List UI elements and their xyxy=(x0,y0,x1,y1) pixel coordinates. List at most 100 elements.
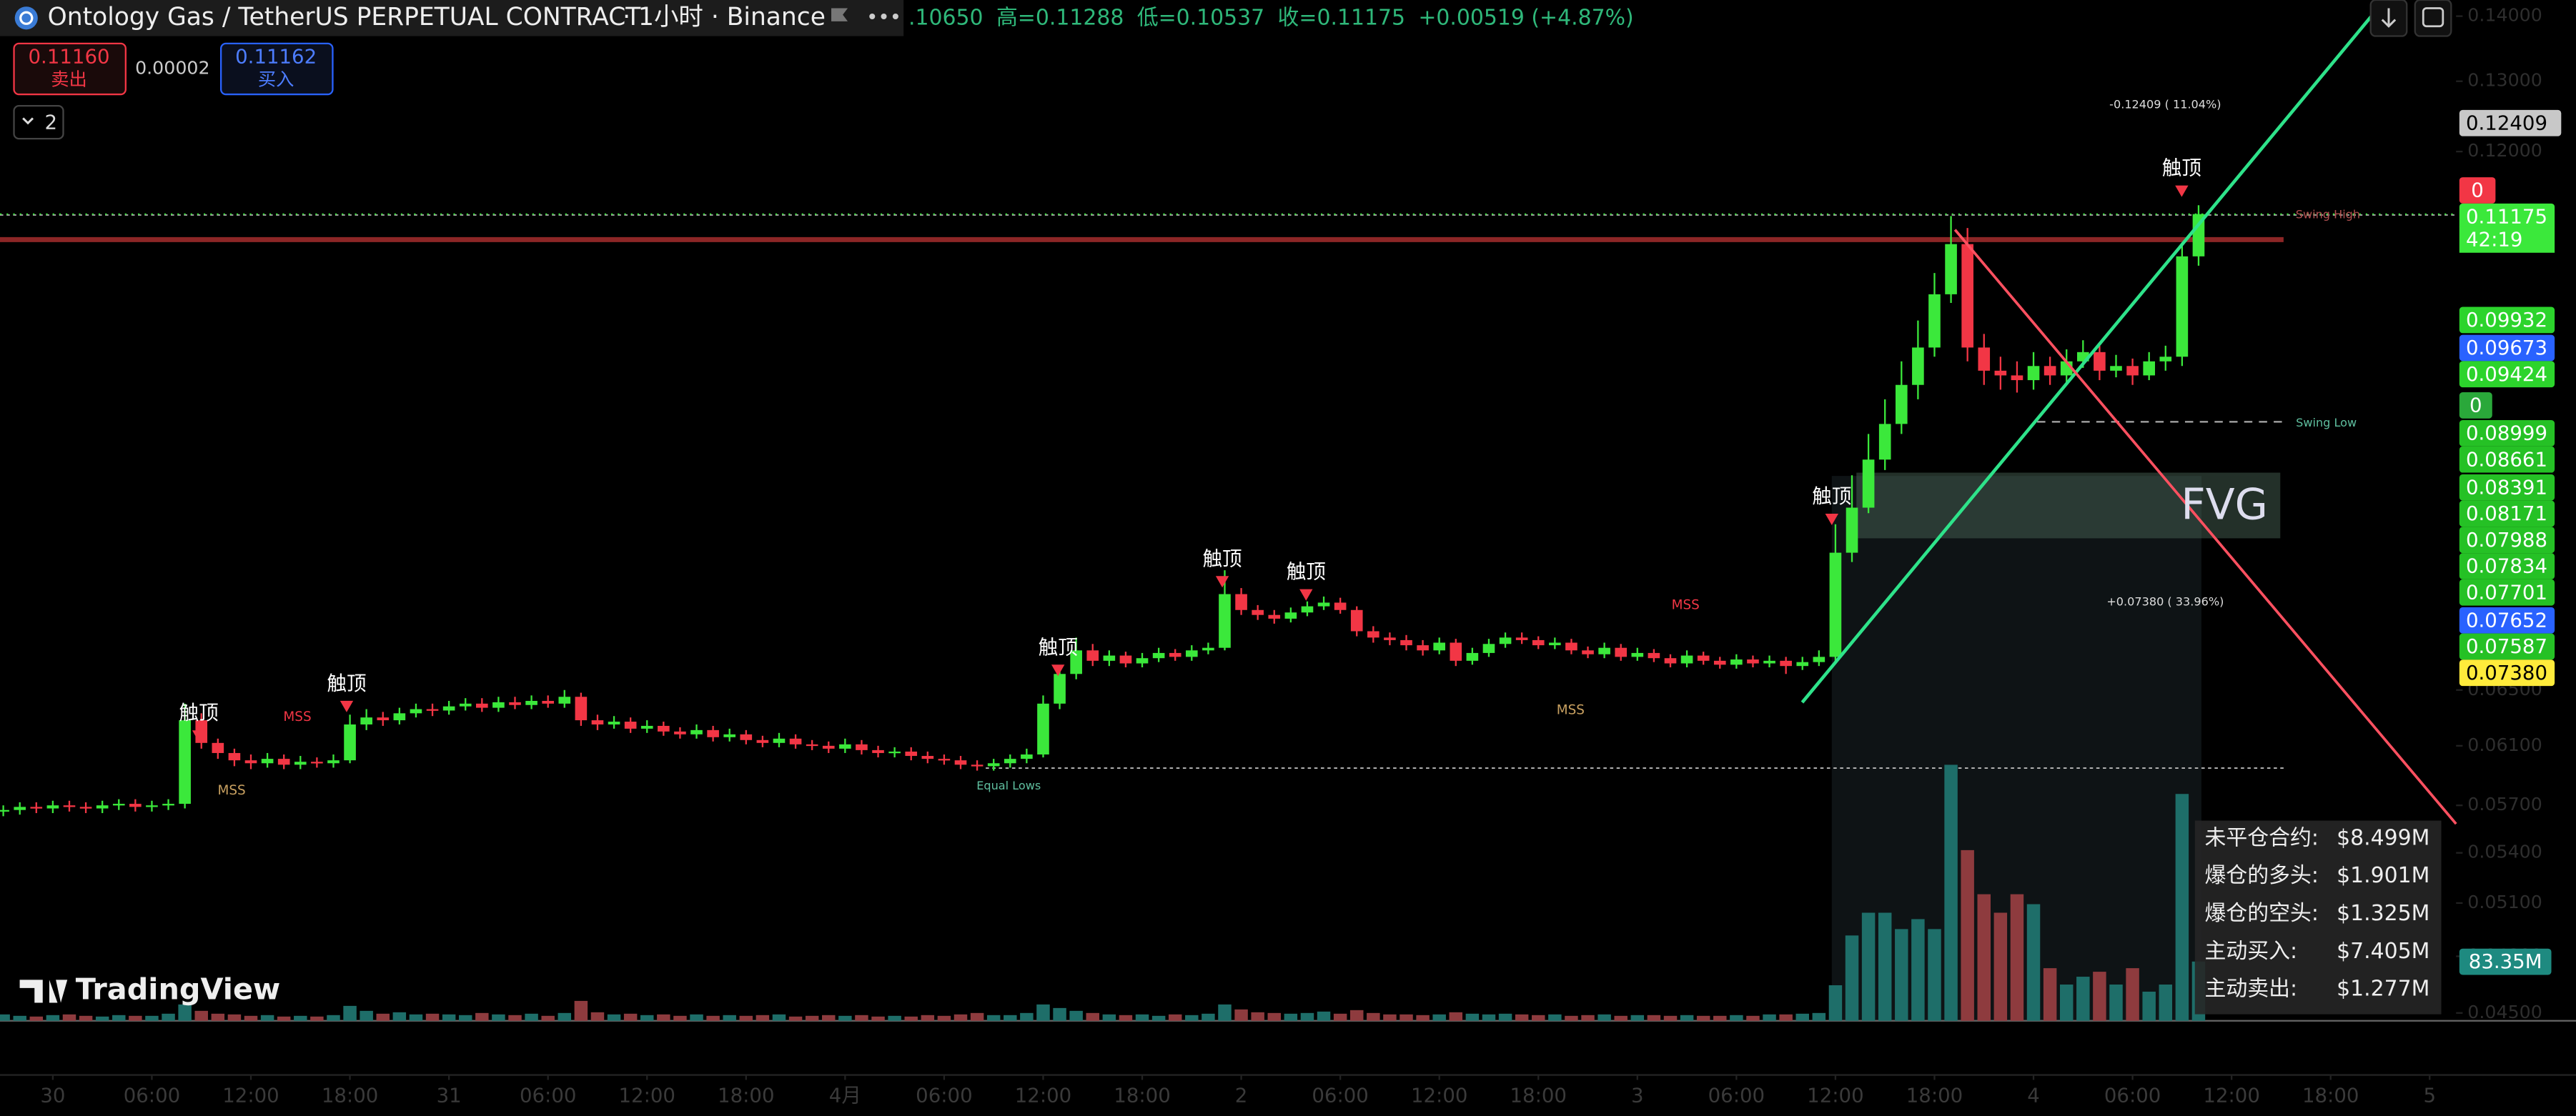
mss-label: MSS xyxy=(217,783,245,798)
volume-bar xyxy=(1828,985,1843,1021)
touch-top-marker xyxy=(2175,185,2189,197)
candle-body xyxy=(1185,650,1198,657)
price-label-bg xyxy=(2459,579,2555,606)
candle-body xyxy=(46,805,59,809)
candle-body xyxy=(1829,552,1842,657)
volume-bar xyxy=(1267,1012,1282,1021)
candle-body xyxy=(410,709,422,714)
volume-bar xyxy=(1202,1013,1215,1021)
volume-bar xyxy=(558,1012,572,1021)
volume-bar xyxy=(525,1013,538,1021)
touch-top-label: 触顶 xyxy=(1287,560,1326,584)
volume-bar xyxy=(492,1014,505,1021)
stat-value: $1.901M xyxy=(2337,863,2429,888)
stat-label: 主动卖出: xyxy=(2205,977,2298,1002)
sell-button[interactable] xyxy=(13,42,127,96)
sell-label[interactable]: 卖出 xyxy=(51,69,87,90)
y-tick-label: 0.04500 xyxy=(2467,1002,2542,1022)
volume-bar xyxy=(1151,1015,1166,1021)
swing-high-label: Swing High xyxy=(2296,207,2360,221)
candle-body xyxy=(360,717,372,724)
candle-body xyxy=(1268,614,1281,619)
price-label: 0.08999 xyxy=(2466,422,2547,445)
candle-body xyxy=(1713,660,1726,665)
candle-body xyxy=(1846,507,1858,553)
price-label: 0.07652 xyxy=(2466,608,2547,632)
candle-body xyxy=(1680,655,1693,664)
x-tick-label: 18:00 xyxy=(1906,1083,1963,1107)
candle-body xyxy=(674,731,686,734)
candle-body xyxy=(658,725,670,732)
x-tick-label: 12:00 xyxy=(2203,1083,2259,1107)
volume-bar xyxy=(1086,1012,1099,1021)
volume-bar xyxy=(904,1016,918,1021)
volume-bar xyxy=(1696,1015,1710,1021)
candle-body xyxy=(1631,652,1644,657)
y-tick-label: 0.05400 xyxy=(2467,842,2542,862)
candle-body xyxy=(179,720,191,804)
mss-label: MSS xyxy=(283,709,311,724)
volume-label: 83.35M xyxy=(2469,950,2542,973)
buy-price[interactable]: 0.11162 xyxy=(235,44,317,68)
x-tick-label: 06:00 xyxy=(520,1083,576,1107)
candle-body xyxy=(1037,703,1049,754)
indicators-toggle[interactable] xyxy=(13,105,64,140)
volume-bar xyxy=(855,1015,868,1021)
touch-top-label: 触顶 xyxy=(327,672,366,695)
candle-body xyxy=(377,717,390,721)
volume-bar xyxy=(327,1015,340,1021)
candle-body xyxy=(1499,637,1512,644)
volume-bar xyxy=(756,1015,770,1021)
volume-bar xyxy=(838,1015,852,1021)
symbol[interactable]: Ontology Gas / TetherUS PERPETUAL CONTRA… xyxy=(48,3,642,31)
volume-bar xyxy=(574,1000,588,1021)
volume-bar xyxy=(1333,1013,1347,1021)
brand-logo xyxy=(19,980,68,1003)
price-label-bg xyxy=(2459,177,2496,204)
price-label-bg xyxy=(2459,633,2555,660)
sell-price[interactable]: 0.11160 xyxy=(29,44,110,68)
volume-bar xyxy=(640,1015,654,1021)
price-label: 0.07701 xyxy=(2466,580,2547,604)
candle-body xyxy=(1565,642,1577,651)
price-label-bg xyxy=(2459,392,2492,419)
x-tick-label: 18:00 xyxy=(718,1083,774,1107)
volume-bar xyxy=(442,1014,456,1021)
x-tick-label: 12:00 xyxy=(1807,1083,1863,1107)
volume-bar xyxy=(2109,985,2123,1021)
volume-bar xyxy=(1465,1013,1480,1021)
buy-label[interactable]: 买入 xyxy=(258,69,294,90)
interval[interactable]: · 1小时 · Binance xyxy=(623,3,826,31)
volume-bar xyxy=(953,1014,968,1021)
more-icon[interactable]: ••• xyxy=(866,5,901,29)
volume-bar xyxy=(690,1014,703,1021)
candle-body xyxy=(856,744,868,750)
volume-bar xyxy=(260,1015,274,1021)
volume-bar xyxy=(1779,1014,1793,1021)
candle-body xyxy=(1252,609,1264,615)
candle-body xyxy=(344,724,356,761)
price-label: 0.07988 xyxy=(2466,528,2547,552)
chevron[interactable] xyxy=(22,117,34,125)
volume-bar xyxy=(970,1012,984,1021)
reset-icon[interactable] xyxy=(2422,7,2444,28)
candle-body xyxy=(1301,606,1314,613)
price-label-bg xyxy=(2459,361,2555,388)
reset-button[interactable] xyxy=(2414,0,2452,37)
candle-body xyxy=(1284,612,1297,619)
volume-bar xyxy=(541,1015,555,1021)
volume-bar xyxy=(1218,1004,1232,1021)
x-tick-label: 06:00 xyxy=(1708,1083,1765,1107)
price-label-bg xyxy=(2459,553,2555,579)
scroll-icon[interactable] xyxy=(2381,8,2397,28)
volume-bar xyxy=(95,1016,109,1021)
ohlc-item: 高=0.11288 xyxy=(996,5,1124,30)
volume-bar xyxy=(1251,1012,1264,1021)
buy-button[interactable] xyxy=(219,42,334,96)
volume-bar xyxy=(178,1004,192,1021)
price-label-bg xyxy=(2459,500,2555,527)
volume-bar xyxy=(1911,919,1925,1021)
indicators-count[interactable]: 2 xyxy=(44,110,57,134)
flag-icon[interactable] xyxy=(831,8,848,21)
